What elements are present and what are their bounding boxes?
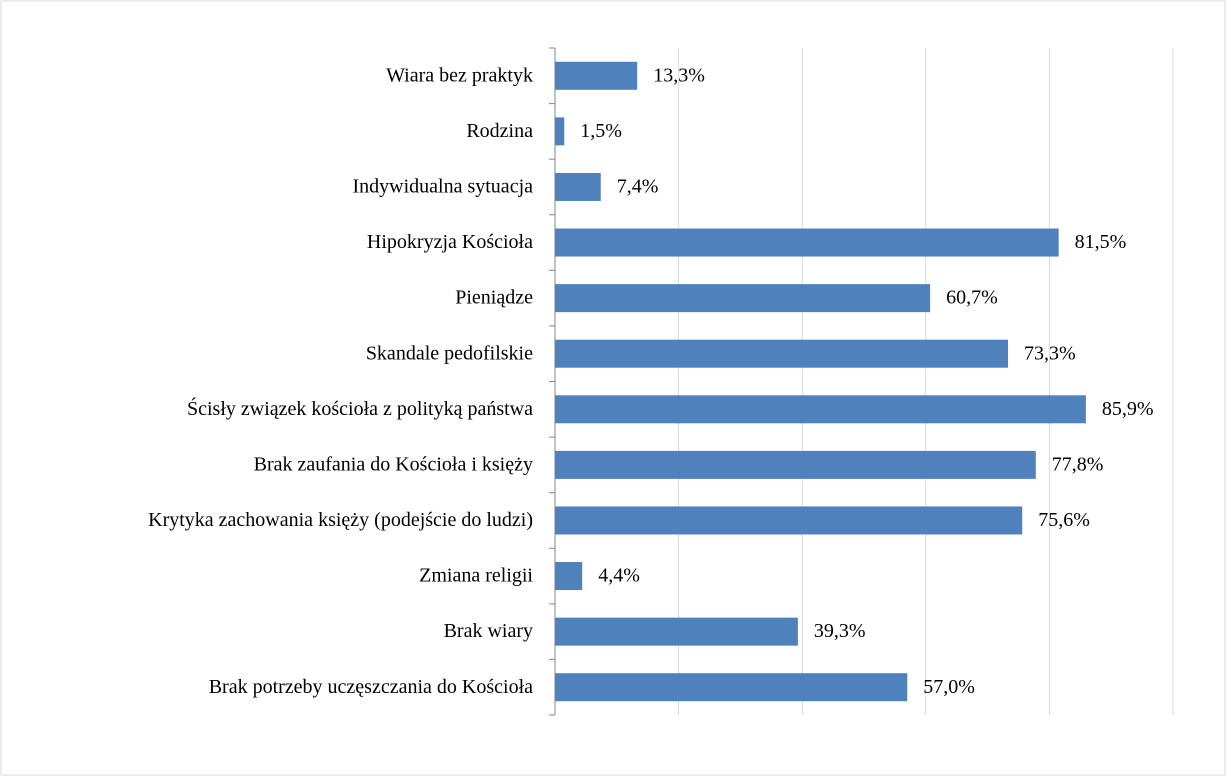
bar <box>555 395 1086 424</box>
y-tick-label: Pieniądze <box>455 287 533 309</box>
data-label: 7,4% <box>617 176 659 198</box>
bar <box>555 228 1059 257</box>
y-tick-label: Brak zaufania do Kościoła i księży <box>254 453 533 475</box>
bar <box>555 117 565 146</box>
data-label: 57,0% <box>923 676 975 698</box>
y-tick-label: Skandale pedofilskie <box>366 342 533 364</box>
data-label: 1,5% <box>580 120 622 142</box>
bar <box>555 339 1008 368</box>
data-label: 73,3% <box>1024 342 1076 364</box>
data-label: 75,6% <box>1038 509 1090 531</box>
y-tick-label: Brak wiary <box>444 620 533 642</box>
data-label: 85,9% <box>1102 398 1154 420</box>
y-tick-label: Rodzina <box>466 120 533 142</box>
y-tick-label: Ścisły związek kościoła z polityką państ… <box>187 396 533 420</box>
y-tick-label: Zmiana religii <box>419 565 533 587</box>
bar <box>555 61 638 90</box>
bar <box>555 673 908 702</box>
data-label: 4,4% <box>598 565 640 587</box>
y-tick-label: Brak potrzeby uczęszczania do Kościoła <box>209 676 533 698</box>
data-label: 60,7% <box>946 287 998 309</box>
data-label: 13,3% <box>653 64 705 86</box>
bar <box>555 562 583 591</box>
data-label: 81,5% <box>1075 231 1127 253</box>
y-tick-label: Wiara bez praktyk <box>386 64 533 86</box>
bar <box>555 506 1023 535</box>
y-tick-label: Hipokryzja Kościoła <box>367 231 533 253</box>
y-tick-label: Indywidualna sytuacja <box>353 176 534 198</box>
bar <box>555 450 1036 479</box>
bar <box>555 617 798 646</box>
data-label: 77,8% <box>1052 453 1104 475</box>
bar <box>555 284 931 313</box>
data-label: 39,3% <box>814 620 866 642</box>
bar <box>555 172 601 201</box>
y-tick-label: Krytyka zachowania księży (podejście do … <box>148 509 533 531</box>
